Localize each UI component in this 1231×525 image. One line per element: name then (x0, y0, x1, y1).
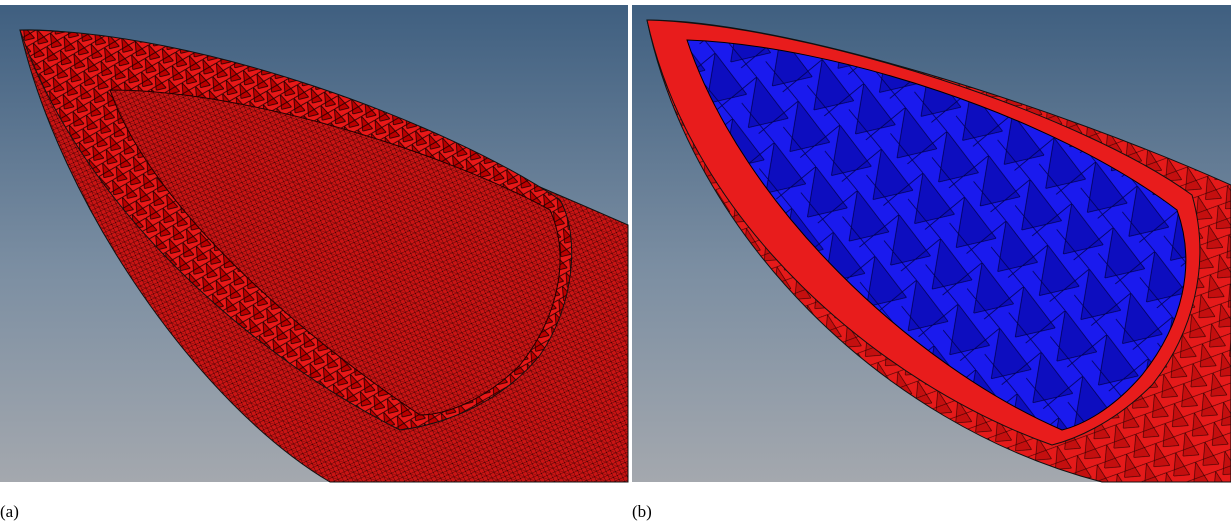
figure: (a) (b) (0, 0, 1231, 525)
caption: (b) (632, 502, 652, 521)
caption: (a) (0, 502, 19, 521)
panel-a (0, 5, 628, 482)
panel-b (632, 5, 1231, 482)
page: (a) (b) (() => { const data = JSON.parse… (0, 0, 1231, 525)
